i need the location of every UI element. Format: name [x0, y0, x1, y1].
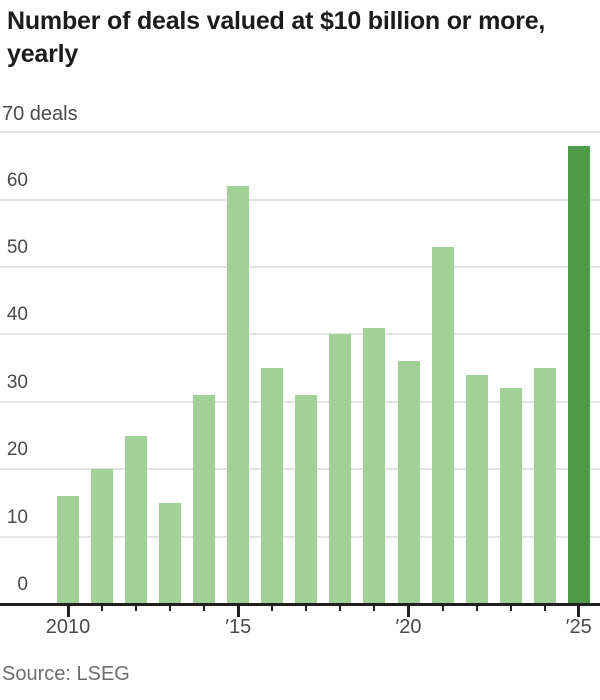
- y-tick-label-40: 40: [6, 304, 28, 326]
- bar-2018: [329, 334, 352, 604]
- bar-2025: [567, 145, 590, 604]
- x-tick-2023: [509, 605, 512, 611]
- source-label: Source: LSEG: [2, 663, 130, 685]
- bar-2017: [295, 395, 318, 604]
- x-tick-label-2020: ′20: [395, 616, 422, 638]
- x-tick-2022: [475, 605, 478, 611]
- bar-2015: [227, 186, 250, 604]
- x-tick-label-2010: 2010: [45, 616, 91, 638]
- x-tick-2015: [236, 605, 240, 617]
- chart-title: Number of deals valued at $10 billion or…: [7, 7, 546, 68]
- x-axis-line: [0, 602, 600, 606]
- x-tick-2025: [577, 605, 581, 617]
- bar-2012: [125, 435, 148, 604]
- x-tick-2020: [407, 605, 410, 617]
- bar-2011: [91, 469, 114, 604]
- x-tick-2018: [339, 605, 342, 611]
- x-tick-2011: [101, 605, 104, 611]
- bar-2019: [363, 327, 386, 604]
- gridline-40: [0, 333, 600, 336]
- bar-2014: [193, 395, 216, 604]
- y-tick-label-10: 10: [6, 506, 28, 528]
- y-axis-top-label: 70 deals: [2, 103, 78, 125]
- x-tick-2021: [441, 605, 444, 611]
- bar-2020: [397, 361, 420, 604]
- y-tick-label-50: 50: [6, 237, 28, 258]
- x-tick-2013: [169, 605, 172, 611]
- y-tick-label-30: 30: [6, 371, 28, 393]
- x-tick-2012: [135, 605, 138, 611]
- x-tick-2016: [271, 605, 274, 611]
- y-tick-label-60: 60: [6, 169, 28, 191]
- gridline-50: [0, 266, 600, 268]
- gridline-70: [0, 131, 600, 134]
- x-tick-label-2025: ′25: [565, 616, 592, 638]
- x-tick-label-2015: ′15: [225, 616, 252, 638]
- gridline-60: [0, 198, 600, 201]
- x-tick-2019: [373, 605, 376, 611]
- bar-2016: [261, 368, 284, 604]
- x-tick-2010: [66, 605, 70, 617]
- y-tick-label-20: 20: [6, 439, 28, 461]
- bar-2013: [159, 502, 182, 604]
- bar-2024: [533, 368, 556, 604]
- x-tick-2017: [305, 605, 308, 611]
- bar-2023: [499, 388, 522, 604]
- bar-2010: [57, 496, 79, 604]
- x-tick-2014: [203, 605, 206, 611]
- bar-2021: [431, 246, 454, 604]
- x-tick-2024: [543, 605, 546, 611]
- y-tick-label-0: 0: [17, 574, 28, 595]
- bar-2022: [465, 374, 488, 604]
